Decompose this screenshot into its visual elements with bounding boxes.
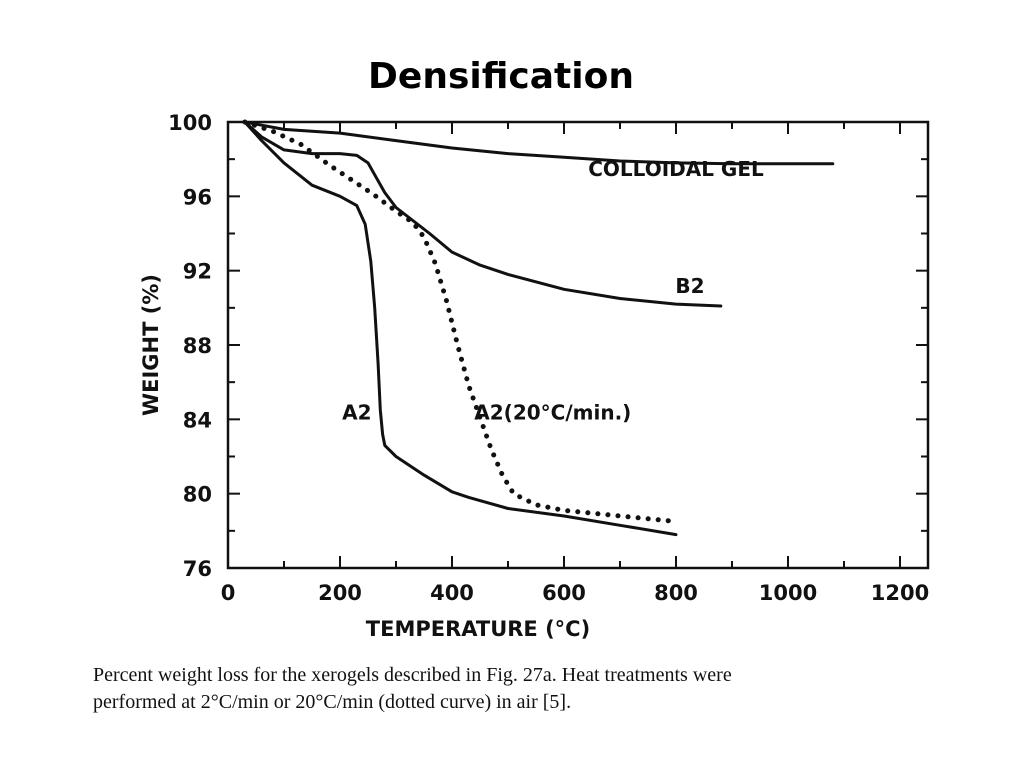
series-line-a2	[243, 120, 678, 537]
y-tick-label: 76	[183, 557, 212, 581]
x-tick-label: 600	[542, 581, 586, 605]
curve-label: A2(20°C/min.)	[474, 400, 631, 424]
x-tick-label: 0	[221, 581, 236, 605]
caption-line-2: performed at 2°C/min or 20°C/min (dotted…	[93, 691, 572, 713]
caption-line-1: Percent weight loss for the xerogels des…	[93, 664, 732, 686]
weight-loss-chart: 0 200 400 600 800 1000 1200 76 80 84 88 92 96 100 TEMP…	[139, 111, 930, 641]
x-tick-label: 1200	[871, 581, 929, 605]
series-line-colloidal-gel	[243, 120, 835, 166]
plot-frame	[226, 120, 930, 570]
y-tick-label: 88	[183, 334, 212, 358]
curve-label: A2	[342, 400, 371, 424]
figure-caption: Percent weight loss for the xerogels des…	[93, 662, 973, 716]
x-tick-label: 800	[654, 581, 698, 605]
curve-label: COLLOIDAL GEL	[588, 157, 764, 181]
curve-label: B2	[675, 274, 704, 298]
series-line-b2	[243, 120, 723, 308]
x-tick-label: 400	[430, 581, 474, 605]
series-line-a2-20-c-min-	[242, 119, 679, 524]
x-tick-label: 1000	[759, 581, 817, 605]
x-axis-label: TEMPERATURE (°C)	[366, 617, 590, 641]
y-tick-label: 80	[183, 483, 212, 507]
slide-title: Densification	[368, 56, 634, 97]
x-tick-label: 200	[318, 581, 362, 605]
y-tick-label: 92	[183, 260, 212, 284]
y-tick-label: 100	[168, 111, 212, 135]
y-tick-label: 84	[183, 408, 212, 432]
y-tick-label: 96	[183, 185, 212, 209]
y-axis-label: WEIGHT (%)	[139, 274, 163, 416]
